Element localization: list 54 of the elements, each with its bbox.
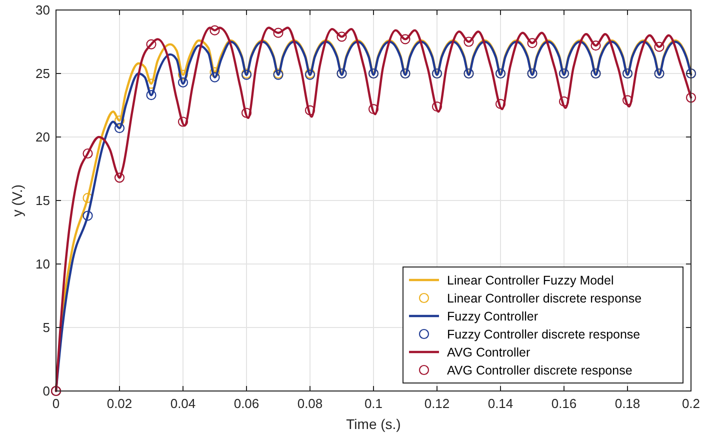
point bbox=[590, 40, 601, 51]
x-tick-label: 0.02 bbox=[106, 396, 132, 411]
point bbox=[114, 123, 125, 134]
x-tick-label: 0.18 bbox=[614, 396, 640, 411]
x-tick-label: 0 bbox=[52, 396, 60, 411]
x-tick-label: 0.2 bbox=[682, 396, 700, 411]
x-tick-label: 0.1 bbox=[364, 396, 383, 411]
point bbox=[336, 32, 347, 42]
point bbox=[241, 108, 252, 118]
legend-label: Fuzzy Controller bbox=[447, 310, 538, 324]
point bbox=[273, 28, 284, 38]
point bbox=[146, 39, 156, 50]
x-tick-label: 0.12 bbox=[424, 396, 450, 411]
point bbox=[654, 42, 664, 52]
point bbox=[432, 101, 442, 112]
x-tick-label: 0.08 bbox=[297, 396, 323, 411]
point bbox=[368, 104, 379, 114]
y-tick-label: 10 bbox=[36, 256, 50, 272]
point bbox=[178, 77, 188, 88]
legend-label: AVG Controller discrete response bbox=[447, 364, 632, 378]
point bbox=[495, 98, 506, 110]
point bbox=[558, 96, 570, 106]
legend-label: Linear Controller discrete response bbox=[447, 292, 642, 306]
point bbox=[527, 38, 538, 48]
y-tick-label: 30 bbox=[36, 2, 50, 18]
x-tick-label: 0.14 bbox=[488, 396, 514, 411]
point bbox=[464, 36, 474, 47]
legend-label: Fuzzy Controller discrete response bbox=[447, 328, 640, 342]
y-tick-label: 15 bbox=[36, 193, 50, 208]
x-tick-label: 0.16 bbox=[551, 396, 577, 411]
x-tick-label: 0.04 bbox=[170, 396, 196, 411]
y-tick-label: 25 bbox=[36, 66, 50, 81]
point bbox=[114, 172, 125, 183]
y-tick-label: 20 bbox=[36, 130, 50, 144]
point bbox=[400, 34, 410, 44]
point bbox=[210, 72, 220, 82]
point bbox=[210, 25, 220, 36]
legend-label: AVG Controller bbox=[447, 346, 530, 360]
y-tick-label: 0 bbox=[42, 384, 50, 398]
point bbox=[82, 210, 93, 221]
point bbox=[114, 115, 125, 126]
point bbox=[146, 90, 156, 100]
point bbox=[178, 70, 188, 80]
x-axis-title: Time (s.) bbox=[346, 416, 401, 432]
y-tick-label: 5 bbox=[42, 320, 50, 335]
point bbox=[82, 148, 93, 159]
point bbox=[686, 92, 696, 103]
point bbox=[622, 95, 633, 106]
x-tick-label: 0.06 bbox=[234, 396, 260, 411]
point bbox=[304, 105, 316, 116]
point bbox=[178, 116, 188, 127]
y-axis-title: y (V.) bbox=[9, 184, 25, 217]
legend-label: Linear Controller Fuzzy Model bbox=[447, 274, 614, 288]
point bbox=[210, 67, 220, 78]
